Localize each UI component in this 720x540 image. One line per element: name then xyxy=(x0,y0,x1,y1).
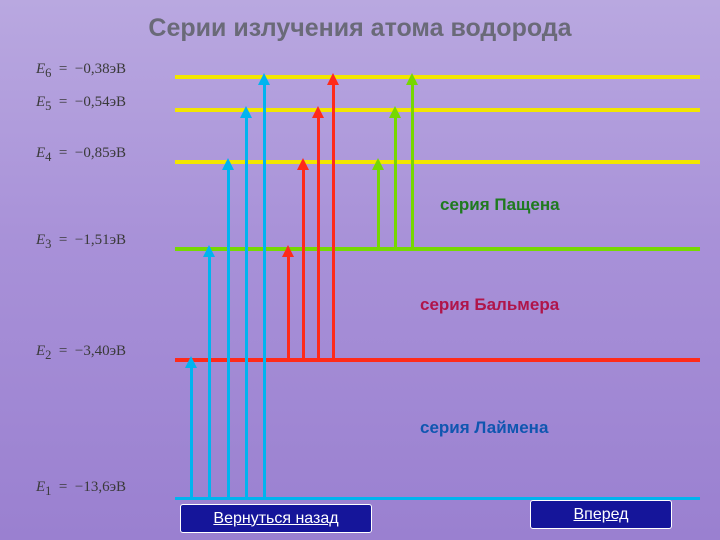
level-line-n6 xyxy=(175,75,700,79)
transition-arrow xyxy=(263,75,266,497)
transition-arrow xyxy=(411,75,414,247)
transition-arrow xyxy=(190,358,193,497)
level-line-n2 xyxy=(175,358,700,362)
energy-label-e2: E2 = −3,40эВ xyxy=(36,343,126,363)
transition-arrow xyxy=(317,108,320,358)
series-label: серия Лаймена xyxy=(420,418,548,438)
energy-label-e6: E6 = −0,38эВ xyxy=(36,61,126,81)
transition-arrow xyxy=(332,75,335,358)
level-line-n3 xyxy=(175,247,700,251)
back-button-label: Вернуться назад xyxy=(213,510,338,528)
transition-arrow xyxy=(208,247,211,497)
page-title: Серии излучения атома водорода xyxy=(0,14,720,43)
energy-label-e3: E3 = −1,51эВ xyxy=(36,232,126,252)
transition-arrow xyxy=(227,160,230,497)
series-label: серия Бальмера xyxy=(420,295,559,315)
transition-arrow xyxy=(394,108,397,247)
forward-button[interactable]: Вперед xyxy=(530,500,672,529)
level-line-n4 xyxy=(175,160,700,164)
forward-button-label: Вперед xyxy=(573,506,628,524)
transition-arrow xyxy=(302,160,305,358)
transition-arrow xyxy=(287,247,290,358)
energy-label-e4: E4 = −0,85эВ xyxy=(36,145,126,165)
back-button[interactable]: Вернуться назад xyxy=(180,504,372,533)
energy-label-e5: E5 = −0,54эВ xyxy=(36,94,126,114)
transition-arrow xyxy=(245,108,248,497)
transition-arrow xyxy=(377,160,380,247)
series-label: серия Пащена xyxy=(440,195,560,215)
level-line-n5 xyxy=(175,108,700,112)
energy-label-e1: E1 = −13,6эВ xyxy=(36,479,126,499)
